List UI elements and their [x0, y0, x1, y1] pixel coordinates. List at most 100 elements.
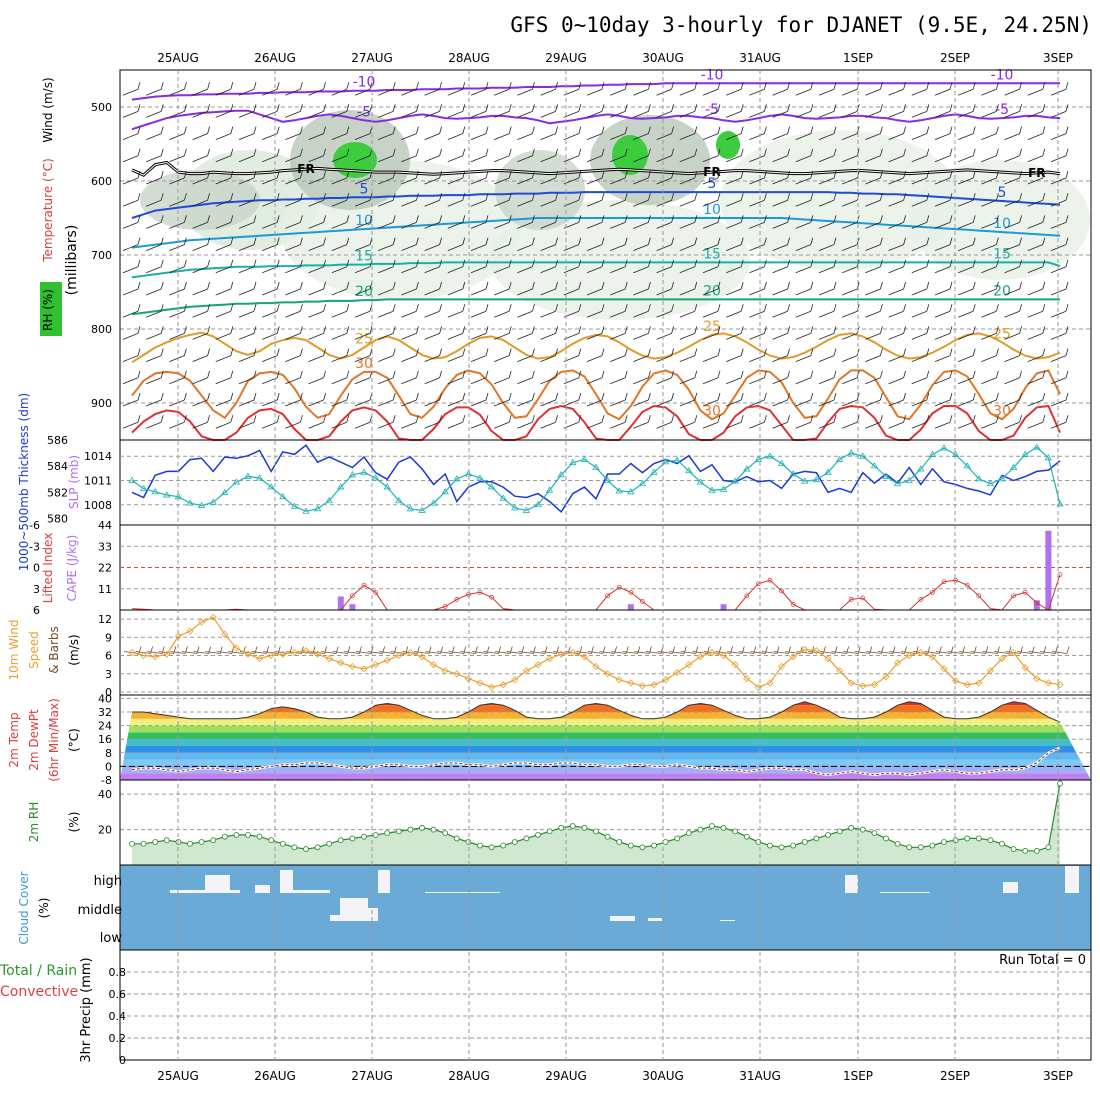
wind-barb [238, 399, 255, 407]
wind-barb [238, 177, 255, 185]
wind-barb-flag [1065, 215, 1069, 223]
wind-marker [372, 661, 380, 669]
wind-barb [379, 651, 395, 654]
wind-barb-flag [810, 259, 814, 267]
wind-barb [262, 88, 278, 96]
wind-barb [517, 199, 533, 207]
wind-barb-flag [532, 215, 535, 223]
wind-barb-flag [416, 104, 419, 112]
wind-barb [610, 421, 626, 429]
rh-marker [163, 837, 170, 844]
li-marker [744, 593, 750, 599]
temperature-contour [131, 404, 1061, 441]
wind-barb-flag [276, 281, 280, 290]
contour-label: 30 [703, 403, 721, 419]
wind-barb [679, 333, 695, 340]
date-label: 3SEP [1043, 51, 1073, 65]
wind-barb-flag [1065, 193, 1069, 201]
wind-marker [511, 676, 519, 684]
wind-barb [540, 333, 556, 340]
wind-barb-flag [485, 348, 489, 356]
wind-barb-flag [508, 82, 512, 90]
wind-barb [344, 651, 360, 654]
wind-barb [656, 244, 672, 251]
wind-barb-flag [346, 281, 350, 290]
wind-barb-flag [787, 82, 790, 90]
wind-barb-flag [346, 215, 350, 223]
wind-barb-flag [439, 415, 442, 423]
wind-barb [633, 310, 649, 318]
slp-marker [824, 468, 832, 475]
wind-barb-flag [1065, 304, 1069, 312]
wind-barb [122, 155, 139, 163]
wind-barb [795, 333, 811, 340]
wind-barb [563, 111, 579, 118]
wind-barb [772, 133, 788, 140]
wind-marker [847, 679, 855, 687]
wind-marker [1044, 679, 1052, 687]
wind-barb-flag [346, 148, 350, 156]
wind-barb-flag [532, 304, 535, 312]
wind-barb [1004, 333, 1020, 340]
wind-barb [354, 133, 371, 140]
wind-barb-flag [926, 259, 930, 267]
temp-band [120, 725, 1091, 733]
wind-barb [238, 244, 255, 251]
slp-marker [569, 458, 577, 466]
wind-barb-flag [439, 259, 442, 267]
contour-label: -10 [991, 67, 1014, 83]
wind-barb-flag [416, 259, 419, 267]
wind-barb [981, 310, 997, 318]
wind-barb-flag [346, 348, 350, 356]
wind-barb-flag [601, 126, 605, 134]
wind-barb-flag [160, 348, 164, 356]
temperature-contour [131, 109, 1061, 131]
wind-barb [818, 244, 835, 251]
wind-barb [424, 244, 440, 251]
wind-barb [494, 88, 510, 96]
wind-barb [772, 177, 788, 185]
wind-marker [488, 683, 496, 691]
wind-barb-flag [648, 148, 651, 156]
wind-marker [940, 665, 948, 673]
wind-barb [726, 88, 742, 96]
wind-barb-flag [160, 237, 164, 245]
wind-barb-flag [300, 82, 303, 90]
wind-barb [146, 155, 162, 163]
wind-barb [447, 155, 463, 163]
wind-barb [1027, 266, 1043, 274]
wind-barb-flag [555, 237, 558, 245]
slp-marker [395, 496, 403, 504]
wind-barb-flag [253, 326, 257, 334]
wind-barb-flag [949, 126, 953, 134]
y-tick-label: 700 [91, 249, 112, 262]
wind-barb [192, 155, 208, 163]
wind-barb-flag [555, 326, 558, 334]
wind-barb [865, 199, 881, 207]
wind-barb [354, 399, 371, 407]
wind-barb [702, 199, 719, 207]
wind-barb [633, 377, 649, 385]
li-marker [918, 597, 924, 602]
wind-marker [638, 682, 646, 690]
wind-barb [518, 651, 534, 654]
wind-barb-flag [555, 370, 558, 378]
wind-barb-flag [810, 304, 814, 312]
rh-marker [616, 839, 623, 845]
wind-barb [818, 310, 835, 318]
wind-barb-flag [1065, 170, 1069, 179]
wind-barb [610, 177, 626, 185]
wind-barb-flag [392, 82, 396, 90]
wind-barb [146, 355, 162, 362]
wind-barb [656, 177, 672, 185]
date-label: 25AUG [157, 1069, 199, 1083]
wind-barb [818, 111, 835, 118]
wind-barb [656, 288, 672, 296]
wind-barb [401, 333, 417, 340]
li-marker [477, 589, 483, 595]
wind-marker [430, 661, 438, 669]
wind-barb [238, 88, 255, 96]
wind-barb [285, 177, 301, 185]
wind-barb-flag [462, 326, 466, 334]
temp-band [120, 739, 1091, 746]
